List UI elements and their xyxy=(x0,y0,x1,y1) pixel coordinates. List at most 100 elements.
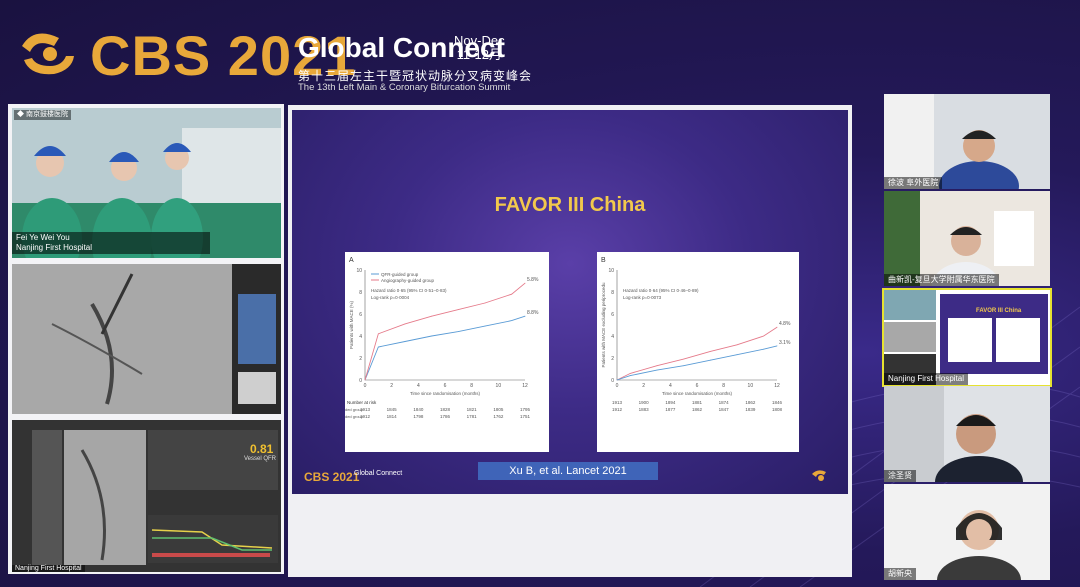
risk-value: 1821 xyxy=(467,407,478,412)
video-angiography[interactable] xyxy=(12,264,281,414)
participant-cam-5[interactable]: 胡新央 xyxy=(884,484,1050,580)
event-title: Global Connect xyxy=(298,32,505,63)
risk-value: 1805 xyxy=(493,407,504,412)
participant-4-name: 涂圣贤 xyxy=(884,470,916,482)
brand-title: CBS 2021 xyxy=(90,24,357,87)
x-tick-label: 0 xyxy=(616,383,619,389)
y-axis-label: Patients with MACE excluding periprocedu xyxy=(601,282,606,368)
y-tick-label: 4 xyxy=(611,334,614,340)
risk-row-label: QFR-guided group xyxy=(345,407,364,412)
data-point xyxy=(484,325,486,327)
risk-value: 1900 xyxy=(639,400,650,405)
risk-value: 1808 xyxy=(772,407,783,412)
data-point xyxy=(763,348,765,350)
risk-value: 1751 xyxy=(520,414,531,419)
data-point xyxy=(736,344,738,346)
video-operating-room[interactable]: ◆ 南京鼓楼医院 Fei Ye Wei You Nanjing First Ho… xyxy=(12,108,281,258)
chart-b: B 0 2 4 6 8 10 0 2 4 6 8 10 12 Time since randomisatio… xyxy=(597,252,799,452)
data-point xyxy=(511,320,513,321)
participant-1-name: 徐波 阜外医院 xyxy=(884,177,943,189)
event-dates: Nov-Dec 11-12月 xyxy=(454,34,505,62)
y-tick-label: 0 xyxy=(359,378,362,384)
participant-2-scene xyxy=(884,191,1050,286)
series-line xyxy=(364,315,526,381)
x-tick-label: 10 xyxy=(496,383,502,389)
qfr-analysis-scene xyxy=(12,420,281,572)
data-point xyxy=(364,379,366,381)
data-point xyxy=(616,379,618,381)
cbs-logo-icon xyxy=(22,33,74,75)
data-point xyxy=(776,345,778,347)
x-axis-label: Time since randomisation (months) xyxy=(410,391,481,396)
x-tick-label: 12 xyxy=(522,383,528,389)
end-value-label: 5.8% xyxy=(527,277,539,283)
chart-a: A 0 2 4 6 8 10 0 2 4 6 8 10 12 Time since randomisatio… xyxy=(316,252,549,452)
x-tick-label: 6 xyxy=(696,383,699,389)
y-tick-label: 0 xyxy=(611,378,614,384)
y-tick-label: 2 xyxy=(611,356,614,362)
end-value-label: 4.8% xyxy=(779,321,791,327)
slide-logo-sub: Global Connect xyxy=(354,470,403,477)
room-tag: ◆ 南京鼓楼医院 xyxy=(14,110,71,120)
risk-value: 1846 xyxy=(772,400,783,405)
risk-value: 1762 xyxy=(493,414,504,419)
legend-label: QFR-guided group xyxy=(381,272,419,277)
risk-value: 1912 xyxy=(612,407,623,412)
risk-value: 1839 xyxy=(745,407,756,412)
participant-2-name: 曲新凯-复旦大学附属华东医院 xyxy=(884,274,999,286)
y-tick-label: 8 xyxy=(359,290,362,296)
participant-cam-2[interactable]: 曲新凯-复旦大学附属华东医院 xyxy=(884,191,1050,286)
risk-value: 1781 xyxy=(467,414,478,419)
main-slide: FAVOR III China A 0 2 4 6 8 10 0 2 4 6 8 10 12 Time si… xyxy=(292,110,848,494)
risk-table-title: Number at risk xyxy=(347,400,377,405)
risk-value: 1845 xyxy=(387,407,398,412)
presenter-names-text: Fei Ye Wei You xyxy=(16,233,70,242)
data-point xyxy=(763,335,765,337)
data-point xyxy=(683,365,685,367)
y-tick-label: 4 xyxy=(359,334,362,340)
chinese-title: 第十三届左主干暨冠状动脉分叉病变峰会 xyxy=(298,69,533,83)
risk-value: 1828 xyxy=(440,407,451,412)
risk-value: 1913 xyxy=(360,407,371,412)
presenter-names: Fei Ye Wei You Nanjing First Hospital xyxy=(12,232,210,254)
data-point xyxy=(629,373,631,374)
data-point xyxy=(404,323,406,325)
data-point xyxy=(683,358,685,360)
data-point xyxy=(511,293,513,295)
risk-value: 1786 xyxy=(440,414,451,419)
data-point xyxy=(457,309,459,310)
angiography-scene xyxy=(12,264,281,414)
y-tick-label: 6 xyxy=(359,312,362,318)
legend-label: Angiography-guided group xyxy=(381,278,435,283)
participant-5-name: 胡新央 xyxy=(884,568,916,580)
data-point xyxy=(524,282,526,284)
participant-5-scene xyxy=(884,484,1050,580)
data-point xyxy=(709,351,711,352)
chart-annotation: Log-rank p=0·0004 xyxy=(371,295,410,300)
english-title: The 13th Left Main & Coronary Bifurcatio… xyxy=(298,82,511,93)
chart-annotation: Hazard ratio 0·64 (95% CI 0·46–0·89) xyxy=(623,288,699,293)
risk-value: 1912 xyxy=(360,414,371,419)
participant-cam-3[interactable]: FAVOR III China Nanjing First Hospital xyxy=(882,288,1052,387)
x-tick-label: 10 xyxy=(748,383,754,389)
data-point xyxy=(656,369,658,371)
participant-cam-4[interactable]: 涂圣贤 xyxy=(884,386,1050,482)
video-qfr-analysis[interactable]: 0.81 Vessel QFR Nanjing First Hospital xyxy=(12,420,281,572)
risk-value: 1814 xyxy=(387,414,398,419)
risk-value: 1795 xyxy=(520,407,531,412)
data-point xyxy=(457,331,459,332)
participant-cam-1[interactable]: 徐波 阜外医院 xyxy=(884,94,1050,189)
y-tick-label: 6 xyxy=(611,312,614,318)
slide-title: FAVOR III China xyxy=(494,194,646,216)
x-tick-label: 8 xyxy=(470,383,473,389)
end-value-label: 8.8% xyxy=(527,310,539,316)
chart-annotation: Hazard ratio 0·65 (95% CI 0·51–0·83) xyxy=(371,288,447,293)
series-line xyxy=(364,282,526,381)
data-point xyxy=(431,315,433,317)
chart-panel-letter: A xyxy=(349,257,354,264)
data-point xyxy=(377,346,379,348)
risk-value: 1894 xyxy=(665,400,676,405)
qfr-label: Vessel QFR xyxy=(244,456,277,462)
participant-3-slide-title: FAVOR III China xyxy=(976,308,1022,314)
data-point xyxy=(431,335,433,337)
